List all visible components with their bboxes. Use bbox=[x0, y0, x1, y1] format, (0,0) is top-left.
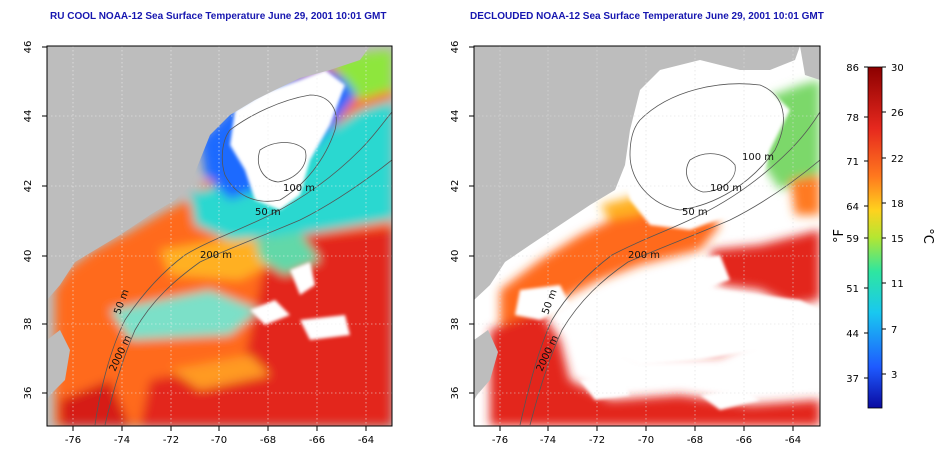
colorbar-f-tick: 59 bbox=[846, 234, 859, 245]
left-contour-label: 50 m bbox=[255, 207, 281, 218]
colorbar-celsius-labels: 30 26 22 18 15 11 7 3 bbox=[891, 63, 904, 381]
colorbar-celsius-unit: °C bbox=[920, 228, 935, 244]
left-cloud-mask bbox=[230, 70, 350, 340]
right-y-tick-label: 38 bbox=[450, 318, 461, 331]
right-x-tick-labels: -76 -74 -72 -70 -68 -66 -64 bbox=[492, 435, 801, 446]
colorbar-f-tick: 44 bbox=[846, 329, 859, 340]
right-contour-label: 100 m bbox=[710, 183, 742, 194]
colorbar-f-tick: 37 bbox=[846, 374, 859, 385]
right-x-tick-label: -72 bbox=[589, 435, 605, 446]
left-coastline bbox=[47, 46, 370, 400]
colorbar-c-tick: 15 bbox=[891, 234, 904, 245]
right-contour-label: 100 m bbox=[742, 152, 774, 163]
right-bathymetry-contours bbox=[519, 83, 820, 426]
colorbar-c-tick: 3 bbox=[891, 370, 897, 381]
right-y-tick-label: 36 bbox=[450, 387, 461, 400]
left-contour-label: 100 m bbox=[283, 183, 315, 194]
left-x-tick-label: -72 bbox=[163, 435, 179, 446]
left-x-tick-label: -68 bbox=[260, 435, 276, 446]
left-x-tick-label: -66 bbox=[309, 435, 325, 446]
right-x-tick-label: -64 bbox=[785, 435, 801, 446]
colorbar-f-tick: 71 bbox=[846, 157, 859, 168]
colorbar-f-tick: 78 bbox=[846, 113, 859, 124]
right-x-tick-label: -68 bbox=[687, 435, 703, 446]
left-axis-ticks bbox=[42, 46, 367, 431]
right-axis-ticks bbox=[469, 46, 794, 431]
left-y-tick-label: 42 bbox=[23, 180, 34, 193]
colorbar-f-tick: 51 bbox=[846, 284, 859, 295]
left-map: 100 m 50 m 200 m 50 m 2000 m bbox=[47, 46, 392, 426]
colorbar-f-tick: 86 bbox=[846, 63, 859, 74]
right-x-tick-label: -66 bbox=[736, 435, 752, 446]
left-map-title: RU COOL NOAA-12 Sea Surface Temperature … bbox=[50, 11, 387, 22]
colorbar-c-tick: 11 bbox=[891, 279, 904, 290]
colorbar-c-tick: 30 bbox=[891, 63, 904, 74]
colorbar-c-tick: 18 bbox=[891, 199, 904, 210]
colorbar-fahrenheit-unit: °F bbox=[832, 229, 847, 243]
left-x-tick-labels: -76 -74 -72 -70 -68 -66 -64 bbox=[65, 435, 374, 446]
right-x-tick-label: -74 bbox=[540, 435, 556, 446]
right-coastline bbox=[474, 46, 820, 400]
right-map: 100 m 100 m 50 m 200 m 50 m 2000 m bbox=[474, 46, 820, 426]
right-y-tick-label: 40 bbox=[450, 250, 461, 263]
left-y-tick-label: 36 bbox=[23, 387, 34, 400]
right-y-tick-label: 42 bbox=[450, 180, 461, 193]
colorbar-f-tick: 64 bbox=[846, 202, 859, 213]
right-contour-label: 200 m bbox=[628, 250, 660, 261]
right-y-tick-labels: 36 38 40 42 44 46 bbox=[450, 41, 461, 400]
left-y-tick-labels: 36 38 40 42 44 46 bbox=[23, 41, 34, 400]
right-y-tick-label: 44 bbox=[450, 110, 461, 123]
colorbar bbox=[867, 66, 883, 409]
right-graticule bbox=[474, 46, 820, 426]
right-map-title: DECLOUDED NOAA-12 Sea Surface Temperatur… bbox=[470, 11, 824, 22]
left-contour-label: 200 m bbox=[200, 250, 232, 261]
colorbar-ticks bbox=[864, 66, 886, 379]
right-x-tick-label: -70 bbox=[638, 435, 654, 446]
left-x-tick-label: -70 bbox=[211, 435, 227, 446]
left-y-tick-label: 44 bbox=[23, 110, 34, 123]
colorbar-c-tick: 7 bbox=[891, 325, 897, 336]
right-contour-label: 50 m bbox=[682, 207, 708, 218]
left-bathymetry-contours bbox=[94, 94, 392, 426]
colorbar-fahrenheit-labels: 86 78 71 64 59 51 44 37 bbox=[846, 63, 859, 385]
right-y-tick-label: 46 bbox=[450, 41, 461, 54]
left-y-tick-label: 40 bbox=[23, 250, 34, 263]
left-x-tick-label: -74 bbox=[114, 435, 130, 446]
left-graticule bbox=[47, 46, 392, 426]
left-y-tick-label: 38 bbox=[23, 318, 34, 331]
right-map-frame bbox=[473, 45, 821, 427]
colorbar-c-tick: 22 bbox=[891, 154, 904, 165]
left-x-tick-label: -64 bbox=[358, 435, 374, 446]
right-x-tick-label: -76 bbox=[492, 435, 508, 446]
colorbar-c-tick: 26 bbox=[891, 108, 904, 119]
left-y-tick-label: 46 bbox=[23, 41, 34, 54]
left-x-tick-label: -76 bbox=[65, 435, 81, 446]
